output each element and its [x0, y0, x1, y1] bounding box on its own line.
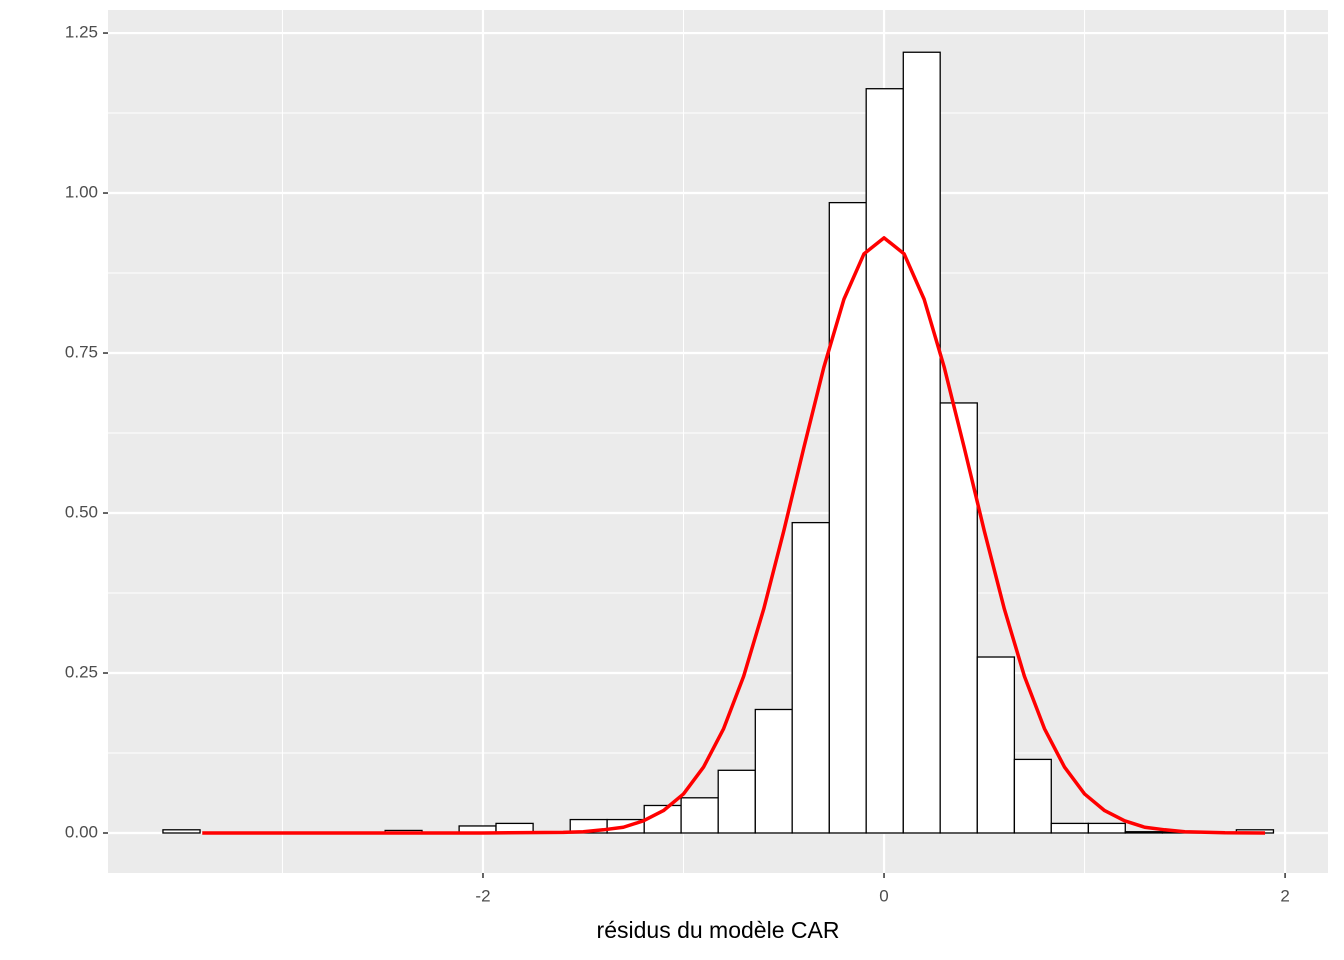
x-tick-label: 0 — [879, 886, 888, 905]
y-tick-label: 0.25 — [65, 662, 98, 681]
y-tick-label: 1.00 — [65, 183, 98, 202]
x-axis-title: résidus du modèle CAR — [597, 917, 840, 943]
y-tick-label: 0.00 — [65, 822, 98, 841]
bar — [1013, 758, 1052, 834]
y-tick-label: 0.75 — [65, 343, 98, 362]
y-tick-label: 1.25 — [65, 23, 98, 42]
panel — [108, 10, 1328, 873]
bar — [939, 402, 978, 834]
bar — [680, 797, 719, 834]
bar — [754, 708, 793, 834]
bar — [1087, 822, 1126, 834]
bar — [865, 88, 904, 834]
bar — [1050, 822, 1090, 834]
x-tick-label: -2 — [475, 886, 490, 905]
bar — [791, 521, 830, 834]
y-tick-label: 0.50 — [65, 503, 98, 522]
bar — [1124, 831, 1164, 834]
bar — [717, 769, 756, 834]
bar — [162, 829, 201, 834]
bar — [902, 51, 941, 834]
x-tick-label: 2 — [1280, 886, 1289, 905]
bar — [976, 656, 1016, 834]
bar — [828, 201, 867, 834]
density-curve — [202, 236, 1266, 835]
